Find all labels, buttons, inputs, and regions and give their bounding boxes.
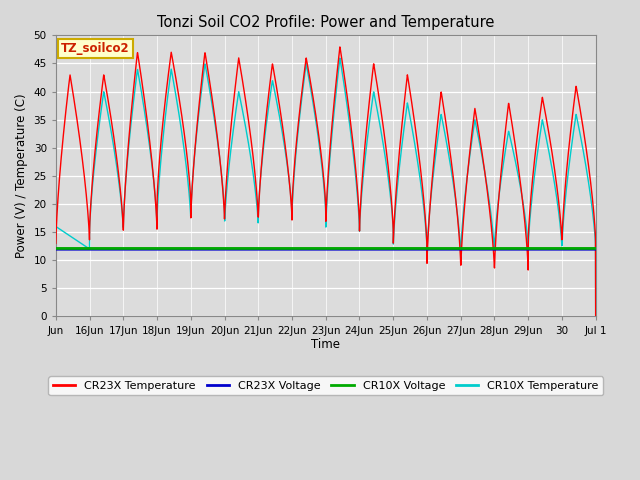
Title: Tonzi Soil CO2 Profile: Power and Temperature: Tonzi Soil CO2 Profile: Power and Temper… [157, 15, 495, 30]
Legend: CR23X Temperature, CR23X Voltage, CR10X Voltage, CR10X Temperature: CR23X Temperature, CR23X Voltage, CR10X … [49, 376, 603, 395]
Y-axis label: Power (V) / Temperature (C): Power (V) / Temperature (C) [15, 94, 28, 258]
X-axis label: Time: Time [311, 338, 340, 351]
Text: TZ_soilco2: TZ_soilco2 [61, 42, 130, 55]
